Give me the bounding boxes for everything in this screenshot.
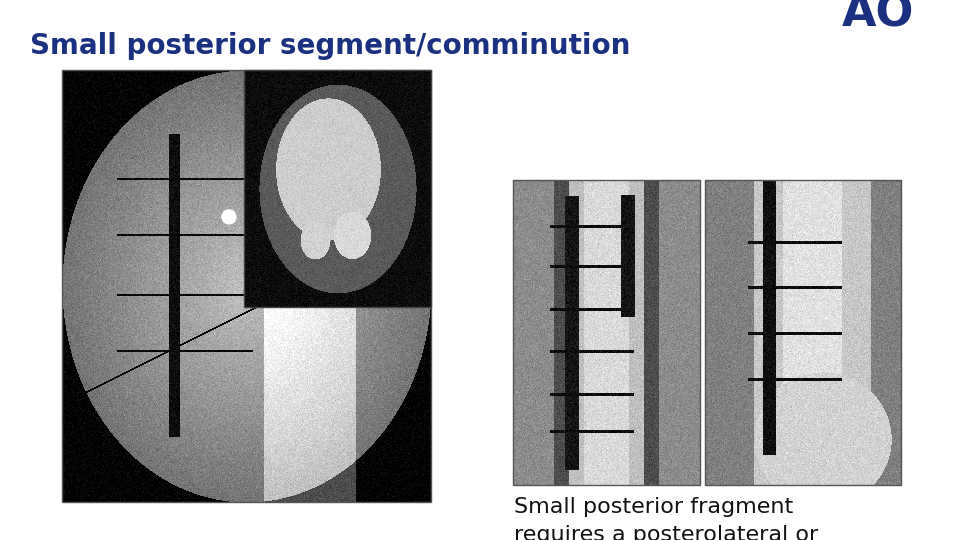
Circle shape	[436, 210, 450, 224]
Bar	[705, 180, 901, 485]
Text: Small posterior fragment
requires a posterolateral or
posteromedial approach: Small posterior fragment requires a post…	[514, 497, 818, 540]
Bar	[513, 180, 700, 485]
Bar	[244, 70, 431, 307]
Text: Small posterior segment/comminution: Small posterior segment/comminution	[30, 32, 631, 60]
Bar	[62, 70, 431, 502]
Text: AO: AO	[842, 0, 915, 35]
Circle shape	[222, 210, 236, 224]
